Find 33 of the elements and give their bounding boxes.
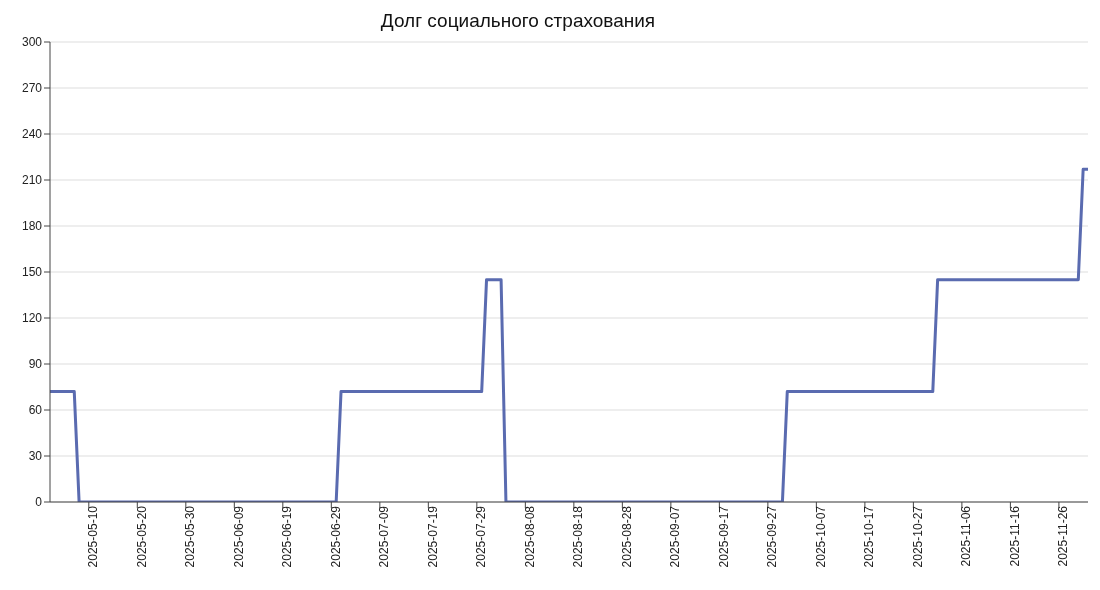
chart-title: Долг социального страхования [379, 10, 657, 32]
x-tick-label: 2025-08-28 [619, 505, 634, 568]
x-tick-label: 2025-07-29 [474, 505, 489, 568]
y-tick-label: 180 [21, 219, 43, 234]
x-tick-label: 2025-09-27 [765, 505, 780, 568]
x-tick-label: 2025-07-19 [425, 505, 440, 568]
x-tick-label: 2025-10-27 [910, 505, 925, 568]
y-tick-label: 90 [28, 357, 43, 372]
x-tick-label: 2025-10-07 [813, 505, 828, 568]
x-tick-label: 2025-06-19 [280, 505, 295, 568]
x-tick-label: 2025-11-26 [1056, 505, 1071, 567]
x-tick-label: 2025-09-07 [668, 505, 683, 568]
x-tick-label: 2025-09-17 [716, 505, 731, 568]
x-tick-label: 2025-11-06 [959, 505, 974, 567]
y-tick-label: 30 [28, 449, 43, 464]
y-tick-label: 60 [28, 403, 43, 418]
x-tick-label: 2025-06-09 [231, 505, 246, 568]
x-tick-label: 2025-07-09 [377, 505, 392, 568]
y-tick-label: 240 [21, 127, 43, 142]
y-tick-label: 270 [21, 81, 43, 96]
y-tick-label: 210 [21, 173, 43, 188]
x-tick-label: 2025-11-16 [1007, 505, 1022, 567]
x-tick-label: 2025-08-18 [571, 505, 586, 568]
y-tick-label: 0 [35, 495, 43, 510]
x-tick-label: 2025-05-30 [183, 505, 198, 568]
x-tick-label: 2025-05-10 [86, 505, 101, 568]
y-tick-label: 120 [21, 311, 43, 326]
x-tick-label: 2025-08-08 [522, 505, 537, 568]
y-tick-label: 150 [21, 265, 43, 280]
x-tick-label: 2025-05-20 [134, 505, 149, 568]
y-tick-label: 300 [21, 35, 43, 50]
x-tick-label: 2025-10-17 [862, 505, 877, 568]
x-tick-label: 2025-06-29 [328, 505, 343, 568]
